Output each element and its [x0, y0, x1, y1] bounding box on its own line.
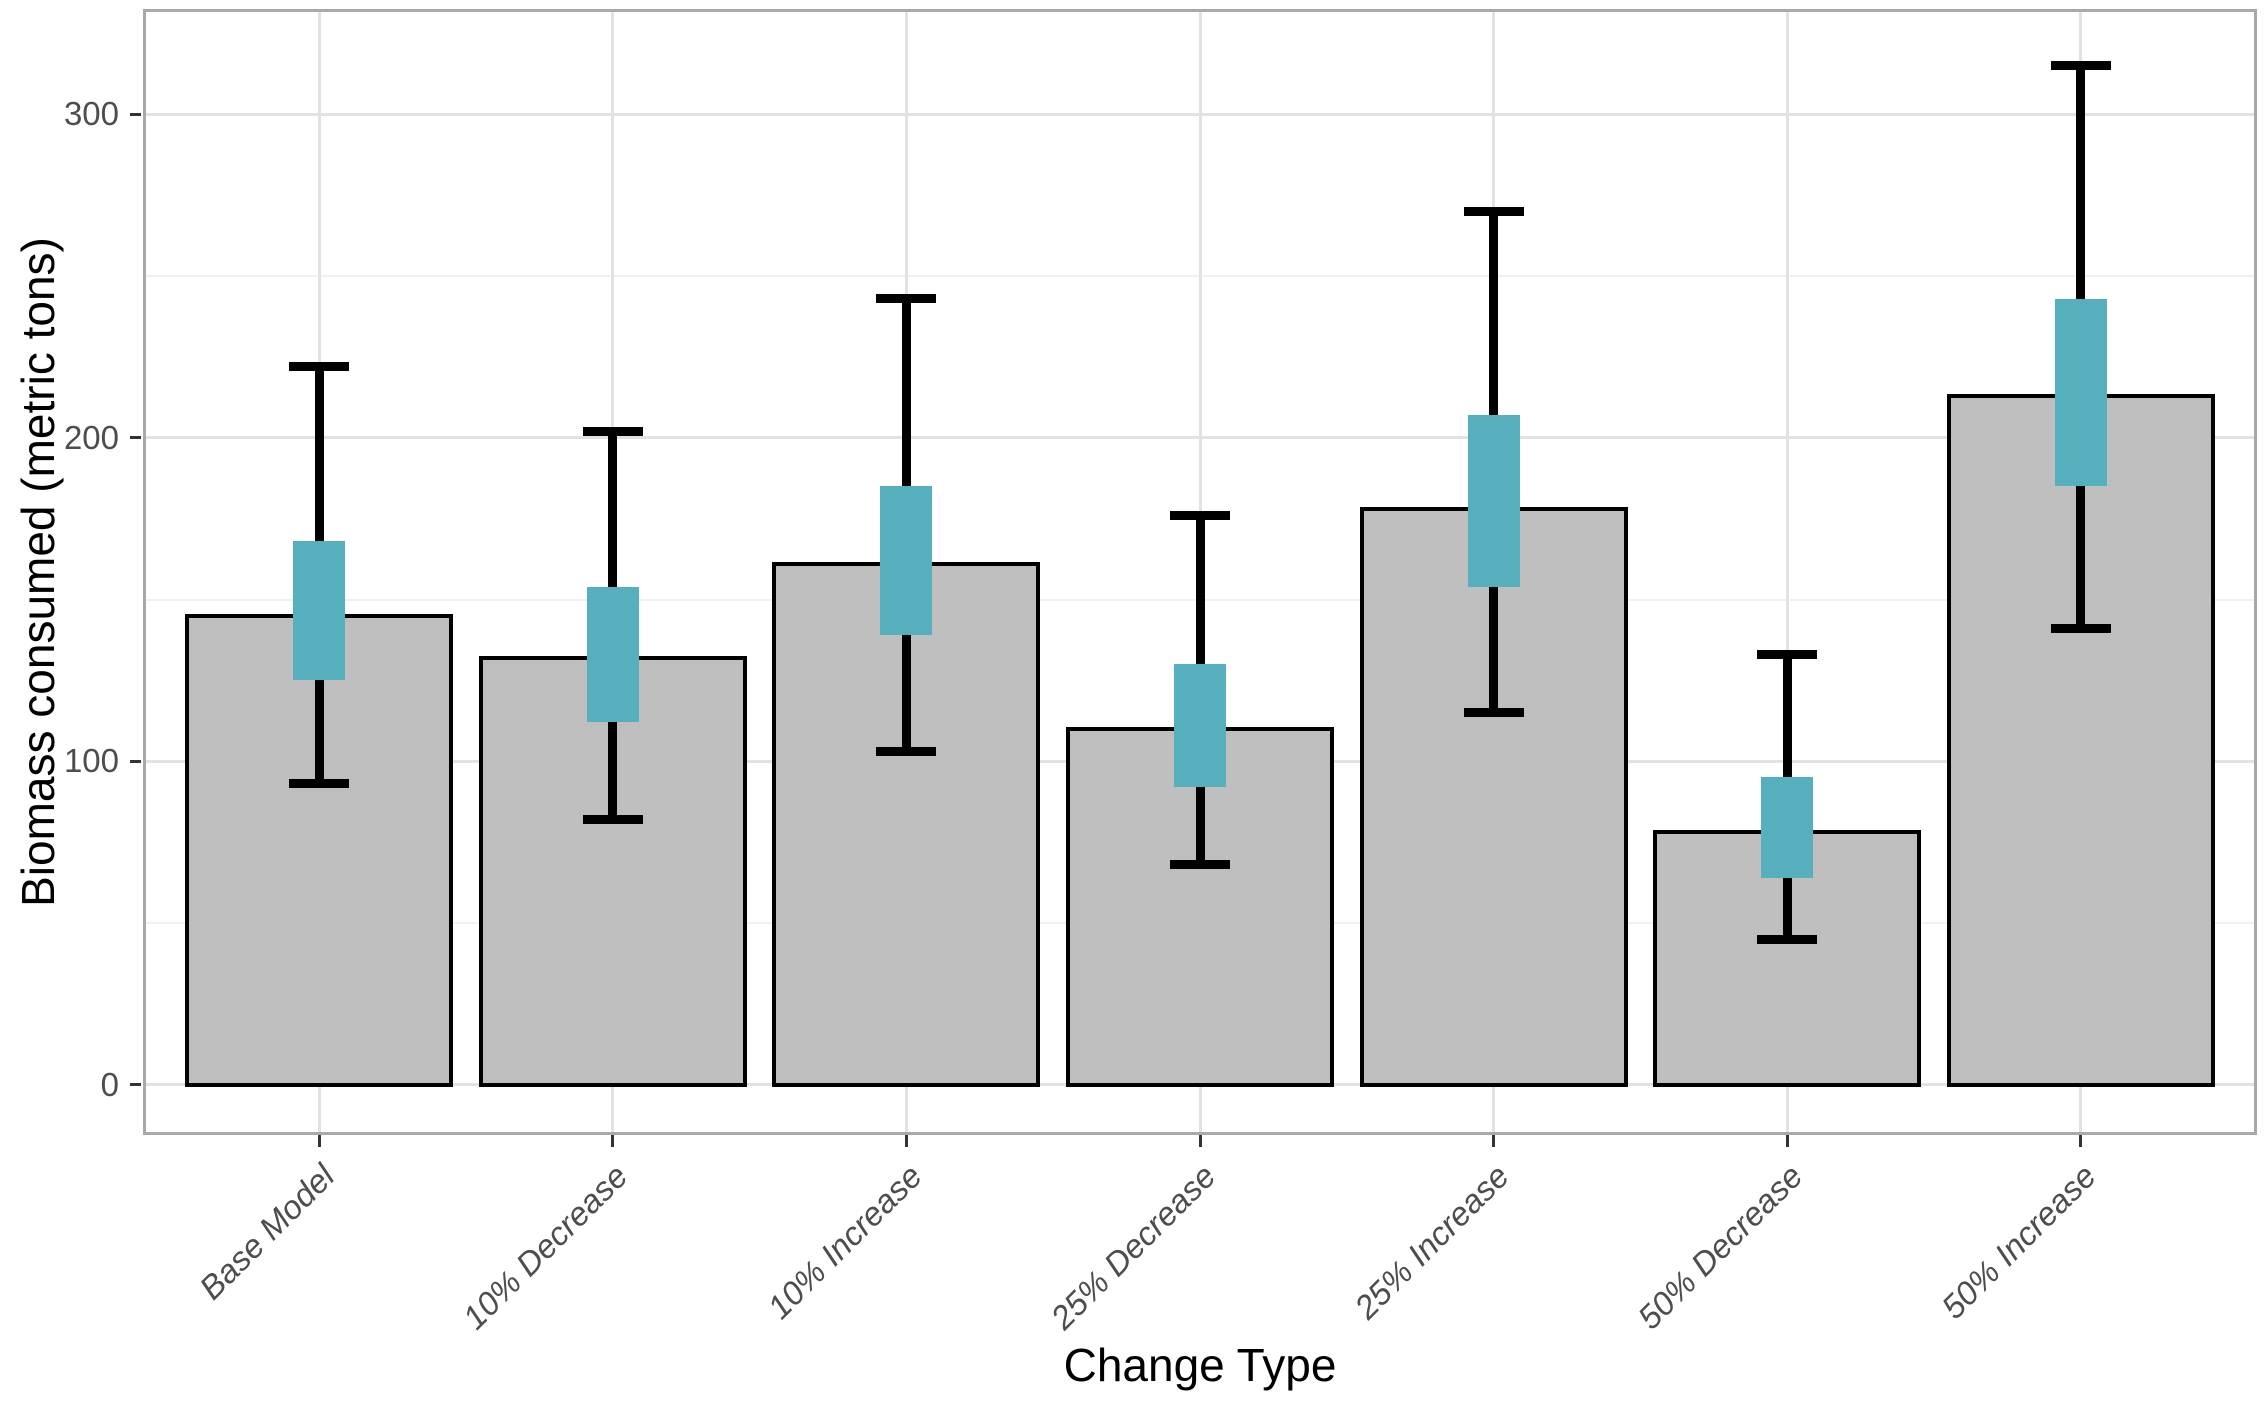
error-bar-cap-bottom: [1463, 708, 1524, 718]
error-bar-cap-top: [1757, 650, 1818, 659]
x-tick-mark: [611, 1135, 615, 1147]
error-bar-cap-top: [582, 426, 643, 436]
x-axis-title: Change Type: [1063, 1339, 1337, 1391]
x-tick-label-10-decrease: 10% Decrease: [455, 1157, 635, 1337]
x-tick-label-50-decrease: 50% Decrease: [1630, 1157, 1810, 1337]
error-bar-cap-top: [2050, 61, 2111, 71]
x-tick-label-25-decrease: 25% Decrease: [1042, 1157, 1223, 1337]
error-bar-cap-bottom: [289, 779, 350, 789]
x-tick-mark: [317, 1135, 321, 1147]
error-bar-cap-bottom: [582, 815, 643, 825]
error-bar-cap-top: [1170, 510, 1230, 520]
y-tick-label: 200: [63, 418, 119, 456]
y-tick-label: 100: [63, 742, 119, 780]
iqr-box-25-decrease: [1174, 664, 1226, 788]
gridline-vertical-50-decrease: [1785, 9, 1789, 1135]
error-bar-cap-bottom: [2050, 624, 2111, 634]
error-bar-cap-top: [289, 362, 350, 372]
error-bar-cap-top: [1463, 206, 1524, 216]
y-tick-label: 300: [63, 95, 119, 133]
y-axis-title: Biomass consumed (metric tons): [12, 237, 64, 907]
x-tick-mark: [2079, 1135, 2083, 1147]
iqr-box-50-decrease: [1761, 777, 1814, 878]
x-tick-label-10-increase: 10% Increase: [759, 1157, 929, 1326]
x-tick-label-25-increase: 25% Increase: [1346, 1157, 1516, 1326]
y-tick-mark: [130, 436, 141, 440]
y-tick-mark: [130, 1083, 141, 1087]
iqr-box-10-increase: [880, 486, 933, 636]
error-bar-cap-bottom: [1170, 860, 1230, 870]
y-tick-mark: [130, 112, 141, 116]
x-tick-label-base-model: Base Model: [191, 1157, 342, 1307]
x-tick-mark: [1492, 1135, 1496, 1147]
error-bar-cap-bottom: [876, 747, 937, 757]
bar-50-increase: [1946, 393, 2215, 1087]
plot-panel: [143, 9, 2257, 1135]
iqr-box-50-increase: [2054, 298, 2107, 487]
iqr-box-base-model: [293, 541, 346, 681]
x-tick-label-50-increase: 50% Increase: [1934, 1157, 2104, 1326]
y-tick-mark: [130, 759, 141, 763]
x-tick-mark: [904, 1135, 908, 1147]
iqr-box-10-decrease: [586, 586, 639, 723]
x-tick-mark: [1198, 1135, 1202, 1147]
error-bar-cap-top: [876, 294, 937, 304]
error-bar-cap-bottom: [1757, 934, 1818, 944]
y-tick-label: 0: [100, 1065, 119, 1103]
iqr-box-25-increase: [1467, 415, 1520, 587]
x-tick-mark: [1785, 1135, 1789, 1147]
